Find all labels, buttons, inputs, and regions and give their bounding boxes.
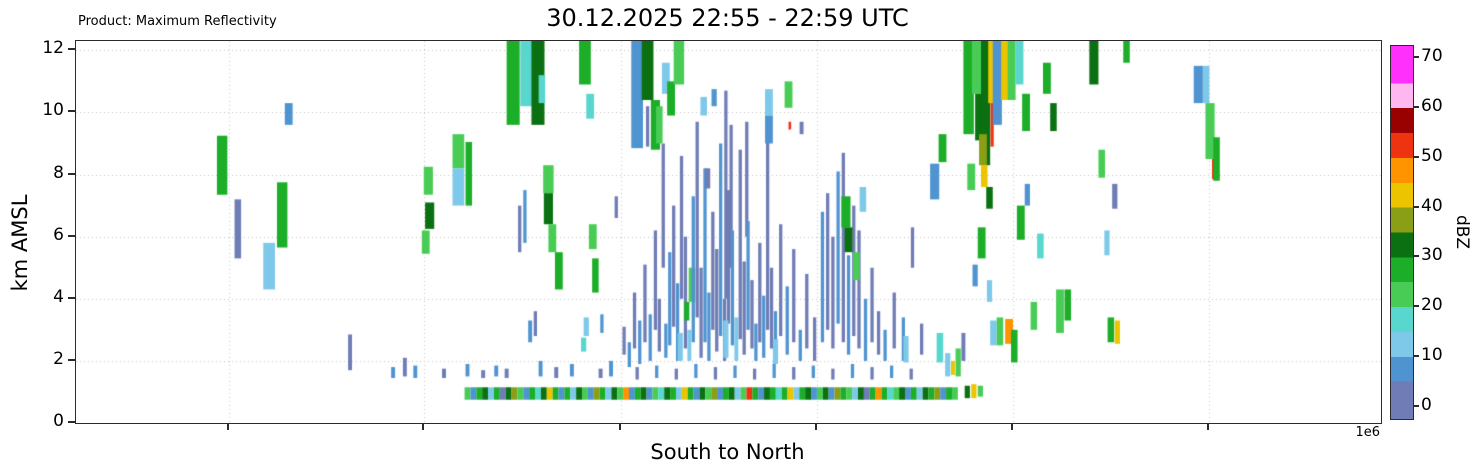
colorbar-tick-label-0: 0 xyxy=(1421,394,1432,415)
plot-area xyxy=(75,40,1382,424)
y-tick-mark-10 xyxy=(68,110,75,113)
colorbar-tick-label-20: 20 xyxy=(1421,295,1443,316)
x-tick-mark-5 xyxy=(1206,424,1209,430)
colorbar-tick-label-50: 50 xyxy=(1421,145,1443,166)
x-axis-label: South to North xyxy=(650,440,805,464)
colorbar-tick-label-70: 70 xyxy=(1421,46,1443,67)
y-tick-label-2: 2 xyxy=(53,348,64,369)
y-tick-mark-2 xyxy=(68,358,75,361)
colorbar-tick-mark-0 xyxy=(1413,404,1419,407)
colorbar-tick-mark-70 xyxy=(1413,56,1419,59)
colorbar-tick-label-40: 40 xyxy=(1421,195,1443,216)
colorbar-tick-mark-20 xyxy=(1413,305,1419,308)
x-tick-mark-0 xyxy=(226,424,229,430)
colorbar-tick-mark-40 xyxy=(1413,205,1419,208)
colorbar xyxy=(1390,45,1414,420)
chart-title: 30.12.2025 22:55 - 22:59 UTC xyxy=(546,4,909,32)
x-tick-mark-3 xyxy=(815,424,818,430)
colorbar-tick-mark-50 xyxy=(1413,155,1419,158)
colorbar-tick-label-60: 60 xyxy=(1421,96,1443,117)
y-tick-label-4: 4 xyxy=(53,286,64,307)
y-tick-mark-8 xyxy=(68,172,75,175)
x-axis-offset-text: 1e6 xyxy=(1355,425,1380,440)
y-tick-mark-6 xyxy=(68,234,75,237)
y-tick-mark-12 xyxy=(68,48,75,51)
y-tick-mark-0 xyxy=(68,421,75,423)
x-tick-mark-4 xyxy=(1010,424,1013,430)
colorbar-tick-label-30: 30 xyxy=(1421,245,1443,266)
colorbar-tick-mark-30 xyxy=(1413,255,1419,258)
y-tick-mark-4 xyxy=(68,296,75,299)
y-tick-label-12: 12 xyxy=(42,38,64,59)
product-label: Product: Maximum Reflectivity xyxy=(78,14,277,29)
colorbar-tick-mark-10 xyxy=(1413,354,1419,357)
x-tick-mark-2 xyxy=(619,424,622,430)
colorbar-tick-label-10: 10 xyxy=(1421,344,1443,365)
y-tick-label-8: 8 xyxy=(53,162,64,183)
y-tick-label-10: 10 xyxy=(42,100,64,121)
x-tick-mark-1 xyxy=(422,424,425,430)
reflectivity-plot-canvas xyxy=(76,41,1381,423)
y-tick-label-6: 6 xyxy=(53,224,64,245)
y-tick-label-0: 0 xyxy=(53,411,64,431)
colorbar-tick-mark-60 xyxy=(1413,106,1419,109)
